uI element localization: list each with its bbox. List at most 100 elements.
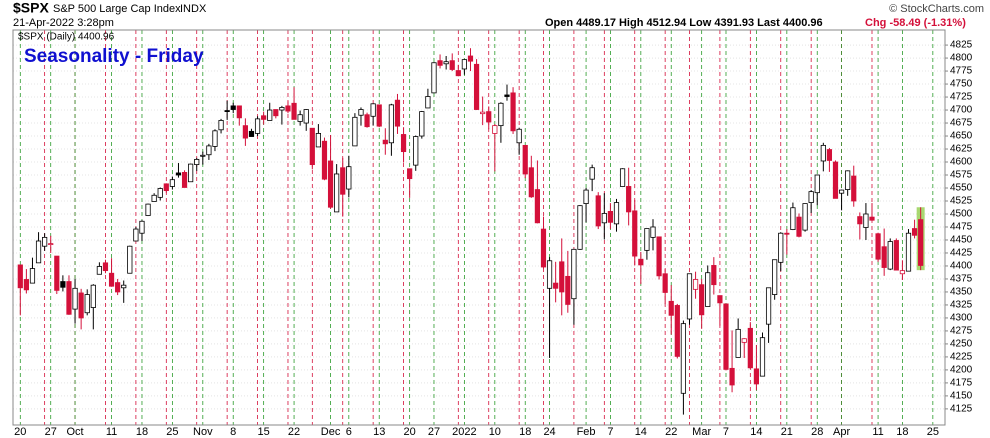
y-tick-label: 4700 bbox=[950, 105, 973, 116]
candle-body bbox=[911, 228, 918, 236]
candle-body bbox=[826, 149, 833, 161]
x-tick-label: 27 bbox=[428, 426, 440, 438]
legend: $SPX (Daily) 4400.96 bbox=[18, 32, 115, 43]
candle-body bbox=[224, 110, 230, 112]
candle-body bbox=[84, 294, 90, 314]
candle-body bbox=[504, 94, 510, 97]
candle-body bbox=[498, 102, 504, 127]
candle-body bbox=[267, 109, 273, 121]
candle-body bbox=[723, 303, 729, 370]
y-tick-label: 4275 bbox=[950, 326, 973, 337]
candle-body bbox=[565, 275, 571, 305]
candle-body bbox=[869, 216, 875, 221]
candle-body bbox=[765, 287, 772, 325]
candle-body bbox=[461, 59, 467, 70]
candle-body bbox=[887, 241, 893, 270]
candle-body bbox=[151, 194, 157, 202]
quote: Open 4489.17 High 4512.94 Low 4391.93 La… bbox=[545, 17, 823, 29]
x-tick-label: 20 bbox=[14, 426, 26, 438]
candle-body bbox=[212, 130, 218, 147]
candle-body bbox=[133, 228, 139, 242]
candle-body bbox=[832, 161, 839, 199]
symbol: $SPX bbox=[13, 0, 49, 16]
candle-body bbox=[845, 170, 851, 190]
candle-body bbox=[808, 191, 814, 203]
y-tick-label: 4750 bbox=[950, 79, 973, 90]
candle-body bbox=[626, 186, 632, 213]
x-tick-label: 7 bbox=[607, 426, 613, 438]
candle-body bbox=[638, 258, 644, 266]
candle-body bbox=[17, 264, 23, 289]
candle-body bbox=[194, 159, 200, 166]
candle-body bbox=[583, 189, 589, 204]
y-tick-label: 4475 bbox=[950, 222, 973, 233]
candle-body bbox=[273, 109, 279, 117]
x-tick-label: 21 bbox=[781, 426, 793, 438]
candle-body bbox=[559, 261, 565, 293]
y-tick-label: 4725 bbox=[950, 92, 973, 103]
x-tick-label: 28 bbox=[811, 426, 823, 438]
candle-body bbox=[772, 259, 778, 295]
candle-body bbox=[157, 188, 163, 198]
candle-body bbox=[127, 245, 133, 274]
candle-body bbox=[388, 104, 394, 144]
candle-body bbox=[352, 116, 358, 147]
candle-body bbox=[668, 300, 674, 316]
candle-body bbox=[394, 99, 401, 127]
x-tick-label: 20 bbox=[404, 426, 416, 438]
candle-body bbox=[905, 232, 912, 272]
candle-body bbox=[680, 323, 687, 394]
candle-body bbox=[285, 105, 291, 112]
candle-body bbox=[370, 103, 376, 117]
x-tick-label: 8 bbox=[230, 426, 236, 438]
candle-body bbox=[413, 136, 419, 166]
x-tick-label: 24 bbox=[543, 426, 555, 438]
x-tick-label: 2022 bbox=[452, 426, 476, 438]
y-tick-label: 4525 bbox=[950, 196, 973, 207]
candle-body bbox=[200, 154, 206, 157]
candle-body bbox=[419, 111, 425, 137]
candle-body bbox=[66, 281, 72, 315]
candle-body bbox=[340, 167, 346, 195]
change: Chg -58.49 (-1.31%) bbox=[865, 17, 966, 29]
candle-body bbox=[334, 173, 340, 213]
x-tick-label: 14 bbox=[750, 426, 762, 438]
y-tick-label: 4350 bbox=[950, 287, 973, 298]
candle-body bbox=[650, 226, 656, 238]
candle-body bbox=[492, 125, 498, 134]
x-tick-label: 18 bbox=[136, 426, 148, 438]
y-tick-label: 4825 bbox=[950, 40, 973, 51]
candle-body bbox=[851, 175, 857, 202]
candle-body bbox=[297, 114, 303, 122]
x-tick-label: 22 bbox=[665, 426, 677, 438]
x-tick-label: 10 bbox=[489, 426, 501, 438]
candle-body bbox=[662, 273, 668, 293]
candle-body bbox=[254, 118, 261, 134]
x-tick-label: Apr bbox=[833, 426, 850, 438]
candle-body bbox=[121, 284, 127, 289]
plot-area bbox=[13, 30, 945, 425]
y-tick-label: 4150 bbox=[950, 391, 973, 402]
candle-body bbox=[918, 219, 924, 266]
candle-body bbox=[857, 216, 863, 225]
y-tick-label: 4800 bbox=[950, 53, 973, 64]
candle-body bbox=[553, 282, 559, 289]
candle-body bbox=[717, 295, 723, 304]
candle-body bbox=[705, 272, 711, 307]
y-tick-label: 4675 bbox=[950, 118, 973, 129]
candle-body bbox=[467, 55, 474, 62]
candle-body bbox=[619, 168, 626, 187]
y-tick-label: 4325 bbox=[950, 300, 973, 311]
candle-body bbox=[632, 210, 638, 257]
y-tick-label: 4175 bbox=[950, 378, 973, 389]
candle-body bbox=[90, 284, 96, 308]
x-tick-label: Feb bbox=[577, 426, 596, 438]
candle-body bbox=[242, 125, 248, 139]
candle-body bbox=[96, 266, 102, 275]
y-tick-label: 4775 bbox=[950, 66, 973, 77]
candle-body bbox=[431, 62, 437, 94]
x-tick-label: 27 bbox=[45, 426, 57, 438]
y-tick-label: 4225 bbox=[950, 352, 973, 363]
candle-body bbox=[327, 160, 334, 208]
y-tick-label: 4200 bbox=[950, 365, 973, 376]
